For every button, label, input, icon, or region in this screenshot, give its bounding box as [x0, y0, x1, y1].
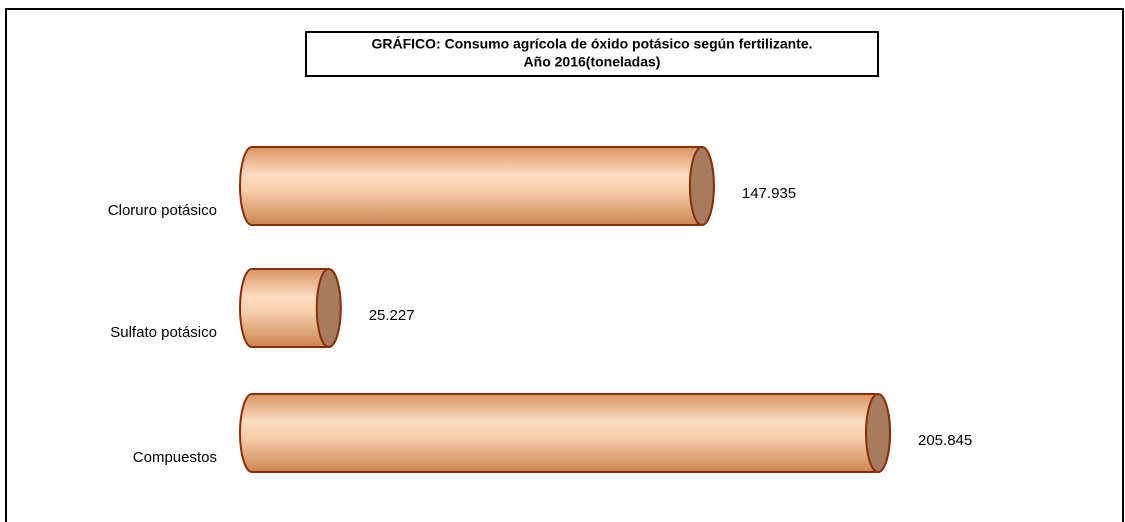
bar — [239, 393, 891, 473]
category-label: Compuestos — [133, 449, 217, 466]
value-label: 205.845 — [918, 432, 972, 449]
frame — [5, 8, 1124, 522]
bar — [239, 146, 715, 226]
category-label: Sulfato potásico — [110, 324, 217, 341]
chart-title: GRÁFICO: Consumo agrícola de óxido potás… — [371, 36, 812, 52]
bar-cap — [865, 393, 891, 473]
value-label: 25.227 — [369, 307, 415, 324]
title-box — [305, 31, 879, 77]
value-label: 147.935 — [742, 185, 796, 202]
bar-cap — [315, 268, 342, 348]
category-label: Cloruro potásico — [108, 202, 217, 219]
bar-cap — [688, 146, 715, 226]
chart-subtitle: Año 2016(toneladas) — [524, 54, 661, 70]
